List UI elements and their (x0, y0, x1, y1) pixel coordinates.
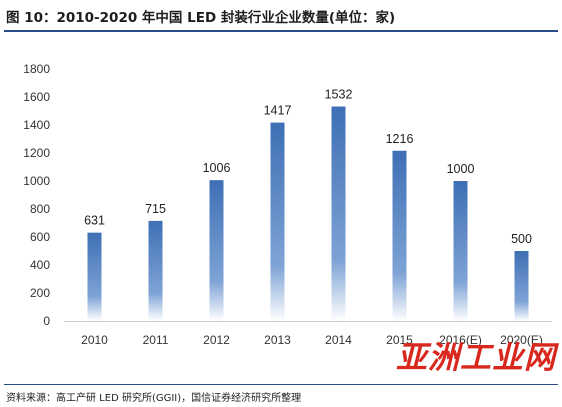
data-label: 1006 (203, 161, 231, 175)
x-tick-label: 2014 (325, 333, 352, 347)
y-tick-label: 800 (30, 202, 50, 216)
x-tick-label: 2015 (386, 333, 413, 347)
x-tick-label: 2012 (203, 333, 230, 347)
x-axis: 2010 2011 2012 2013 2014 2015 2016(E) 2020(E) (81, 333, 543, 347)
watermark-logo: 亚洲工业网 (396, 340, 556, 376)
y-tick-label: 1200 (23, 146, 50, 160)
y-tick-label: 0 (43, 314, 50, 328)
source-divider (4, 384, 558, 385)
chart-title: 图 10：2010-2020 年中国 LED 封装行业企业数量(单位：家) (6, 10, 396, 26)
y-tick-label: 1400 (23, 118, 50, 132)
data-label: 1216 (386, 132, 414, 146)
y-tick-label: 1800 (23, 62, 50, 76)
x-tick-label: 2010 (81, 333, 108, 347)
data-label: 500 (511, 232, 532, 246)
bar (331, 106, 346, 322)
y-tick-label: 1600 (23, 90, 50, 104)
x-tick-label: 2020(E) (500, 333, 543, 347)
y-tick-label: 400 (30, 258, 50, 272)
y-axis: 0 200 400 600 800 1000 1200 1400 1600 1800 (23, 62, 50, 328)
x-tick-label: 2011 (143, 333, 169, 347)
x-tick-label: 2016(E) (439, 333, 482, 347)
bar (453, 181, 468, 321)
y-tick-label: 600 (30, 230, 50, 244)
bar (87, 232, 102, 321)
bars: 631 715 1006 1417 1532 1216 1000 500 (84, 88, 532, 322)
data-label: 1000 (447, 162, 475, 176)
x-tick-label: 2013 (264, 333, 291, 347)
bar (514, 251, 529, 321)
data-label: 1417 (264, 104, 292, 118)
source-note: 资料来源：高工产研 LED 研究所(GGII)，国信证券经济研究所整理 (6, 393, 302, 404)
bar (148, 220, 163, 321)
y-tick-label: 200 (30, 286, 50, 300)
y-tick-label: 1000 (23, 174, 50, 188)
data-label: 1532 (325, 88, 353, 102)
title-divider (4, 30, 558, 32)
bar (392, 150, 407, 321)
bar (270, 122, 285, 322)
data-label: 715 (145, 202, 166, 216)
data-label: 631 (84, 214, 105, 228)
bar (209, 180, 224, 321)
